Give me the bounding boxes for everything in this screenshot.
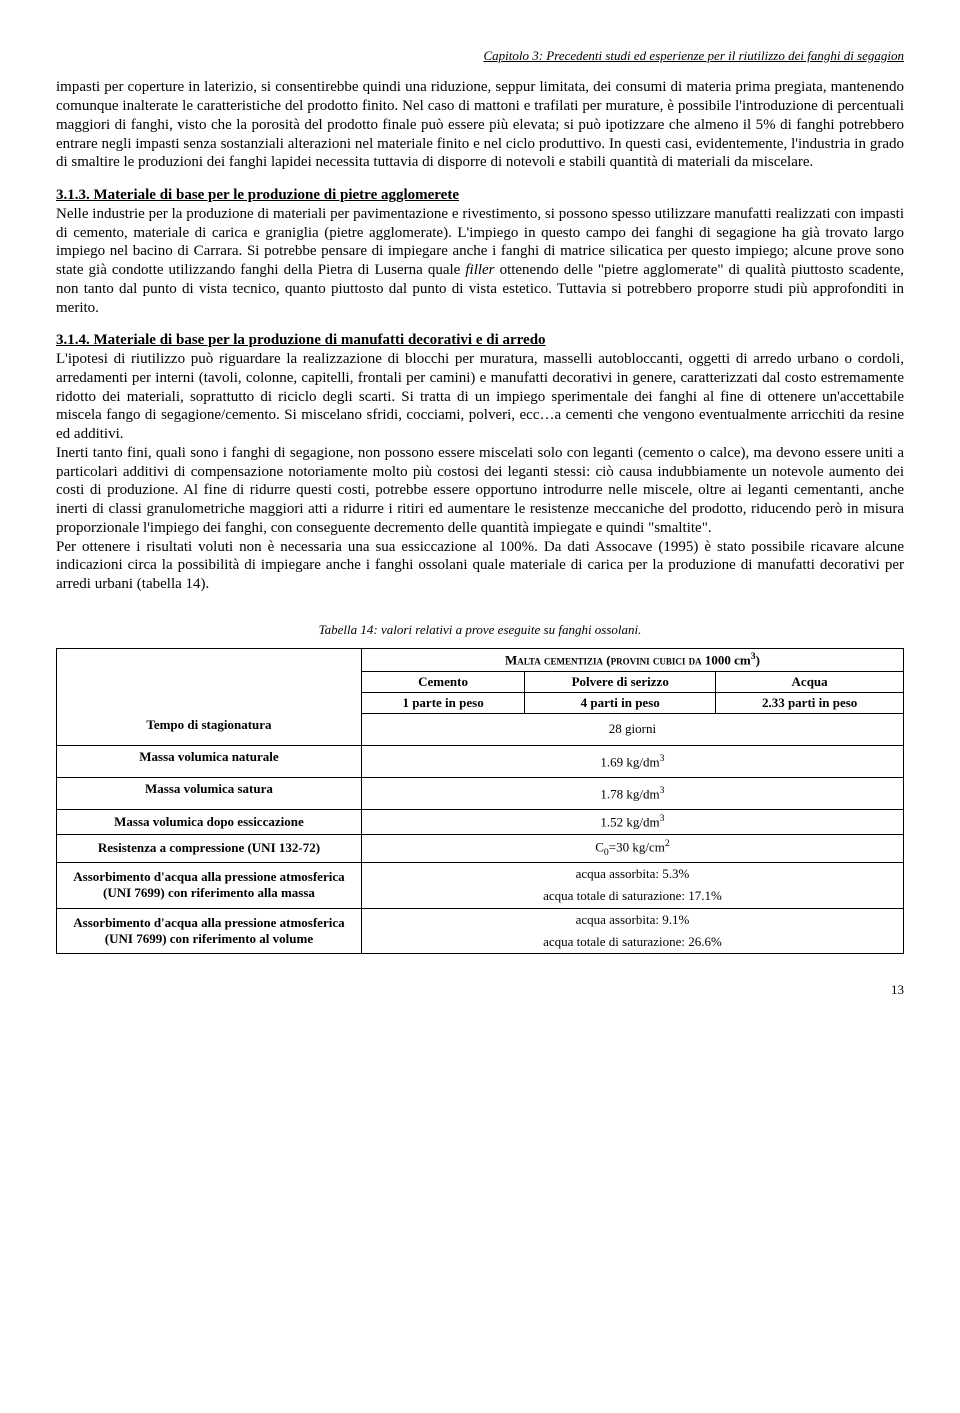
table-head-col1: Cemento (361, 671, 524, 692)
row-value-3: 1.52 kg/dm3 (361, 810, 903, 835)
section-313: 3.1.3. Materiale di base per le produzio… (56, 186, 904, 317)
row-label-1: Massa volumica naturale (57, 745, 362, 777)
row-label-3: Massa volumica dopo essiccazione (57, 810, 362, 835)
row-value-5a: acqua assorbita: 5.3% (361, 863, 903, 886)
row-value-4: C0=30 kg/cm2 (361, 834, 903, 862)
row-label-5: Assorbimento d'acqua alla pressione atmo… (57, 863, 362, 909)
row-value-0: 28 giorni (361, 714, 903, 746)
table-caption: Tabella 14: valori relativi a prove eseg… (56, 622, 904, 638)
section-314-p3: Per ottenere i risultati voluti non è ne… (56, 539, 904, 593)
chapter-header: Capitolo 3: Precedenti studi ed esperien… (56, 48, 904, 64)
paragraph-intro: impasti per coperture in laterizio, si c… (56, 78, 904, 172)
table-header-main: Malta cementizia (provini cubici da 1000… (361, 649, 903, 672)
row-label-0: Tempo di stagionatura (57, 714, 362, 746)
row-value-1: 1.69 kg/dm3 (361, 745, 903, 777)
table-sub-col2: 4 parti in peso (525, 692, 716, 713)
table-sub-col3: 2.33 parti in peso (716, 692, 904, 713)
data-table: Malta cementizia (provini cubici da 1000… (56, 648, 904, 954)
section-313-title: 3.1.3. Materiale di base per le produzio… (56, 187, 459, 203)
row-value-6a: acqua assorbita: 9.1% (361, 908, 903, 931)
row-value-5b: acqua totale di saturazione: 17.1% (361, 885, 903, 908)
row-label-4: Resistenza a compressione (UNI 132-72) (57, 834, 362, 862)
row-label-2: Massa volumica satura (57, 778, 362, 810)
section-314: 3.1.4. Materiale di base per la produzio… (56, 331, 904, 594)
filler-italic: filler (465, 262, 494, 278)
section-314-p2: Inerti tanto fini, quali sono i fanghi d… (56, 445, 904, 536)
table-head-col2: Polvere di serizzo (525, 671, 716, 692)
table-head-col3: Acqua (716, 671, 904, 692)
row-value-6b: acqua totale di saturazione: 26.6% (361, 931, 903, 954)
page-number: 13 (56, 982, 904, 998)
table-sub-col1: 1 parte in peso (361, 692, 524, 713)
row-label-6: Assorbimento d'acqua alla pressione atmo… (57, 908, 362, 954)
row-value-2: 1.78 kg/dm3 (361, 778, 903, 810)
section-314-title: 3.1.4. Materiale di base per la produzio… (56, 332, 546, 348)
section-314-p1: L'ipotesi di riutilizzo può riguardare l… (56, 351, 904, 442)
